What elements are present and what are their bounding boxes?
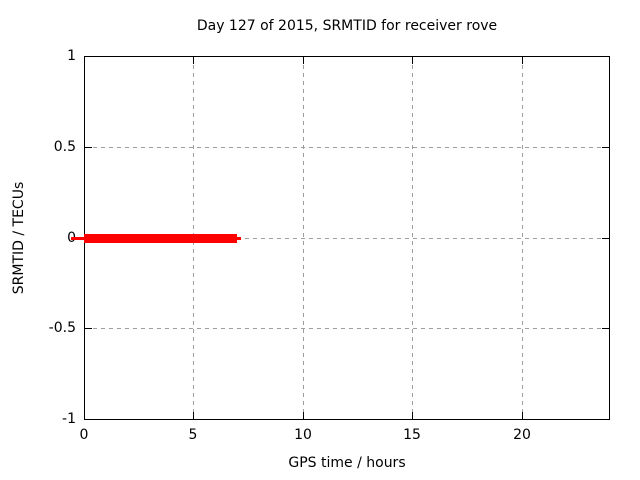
y-tick-label: 1 [67, 48, 76, 64]
y-tick-label: 0 [16, 229, 76, 247]
y-gridline [85, 328, 608, 329]
x-tick-mark-top [522, 57, 523, 64]
x-axis-label: GPS time / hours [288, 455, 406, 471]
y-tick-label: -0.5 [48, 320, 76, 336]
series-endpoint-dash-right [237, 236, 242, 240]
y-tick-mark-right [602, 147, 609, 148]
y-tick-mark-right [602, 238, 609, 239]
y-gridline [85, 238, 608, 239]
y-tick-label: 0.5 [53, 139, 76, 155]
y-tick-label: -1 [62, 411, 76, 427]
x-tick-mark-top [412, 57, 413, 64]
x-tick-mark-top [193, 57, 194, 64]
x-tick-mark-bottom [412, 412, 413, 419]
x-gridline [522, 57, 523, 418]
x-tick-mark-bottom [193, 412, 194, 419]
x-tick-label: 5 [188, 427, 198, 443]
series-line [84, 234, 238, 243]
y-tick-mark-left [85, 328, 92, 329]
x-gridline [303, 57, 304, 418]
x-tick-mark-top [303, 57, 304, 64]
series-endpoint-dash-left [71, 236, 84, 240]
y-tick-mark-left [85, 147, 92, 148]
x-tick-mark-bottom [522, 412, 523, 419]
x-tick-label: 20 [513, 427, 531, 443]
y-gridline [85, 147, 608, 148]
y-tick-mark-right [602, 328, 609, 329]
x-tick-mark-bottom [303, 412, 304, 419]
x-tick-label: 15 [403, 427, 421, 443]
x-gridline [412, 57, 413, 418]
chart-title: Day 127 of 2015, SRMTID for receiver rov… [196, 18, 498, 34]
x-tick-label: 0 [79, 427, 89, 443]
x-tick-label: 10 [294, 427, 312, 443]
